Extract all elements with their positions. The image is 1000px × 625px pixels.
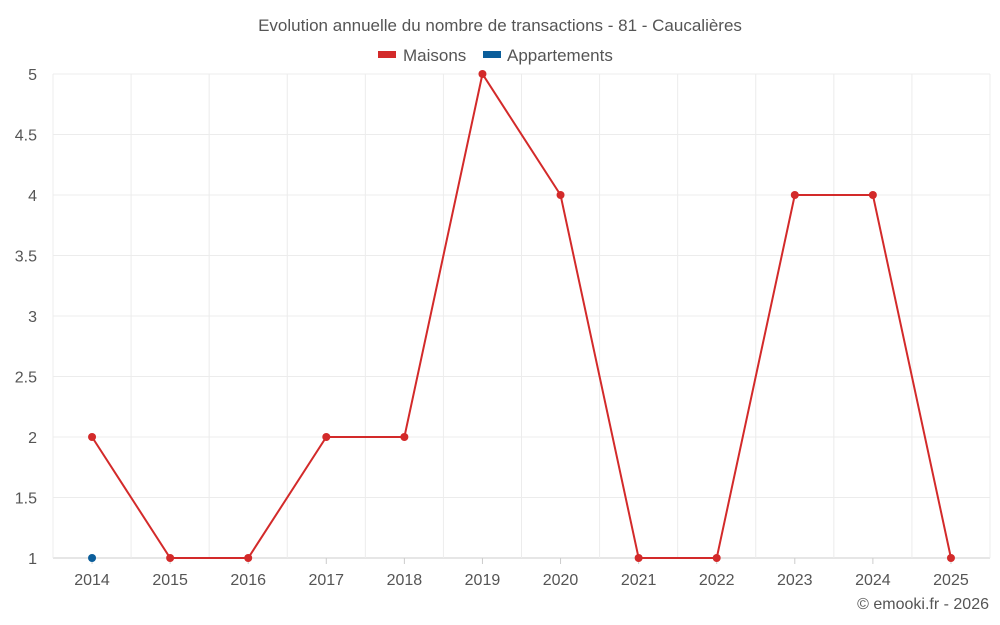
x-axis: 2014 2015 2016 2017 2018 2019 2020 2021 2022 2023… <box>74 558 969 589</box>
y-tick-label: 4.5 <box>15 128 37 145</box>
data-point-maisons[interactable] <box>166 554 175 562</box>
data-point-maisons[interactable] <box>790 191 799 199</box>
y-tick-label: 4 <box>28 188 37 205</box>
x-tick-label: 2019 <box>465 572 501 589</box>
y-tick-label: 5 <box>28 67 37 84</box>
y-tick-label: 2.5 <box>15 370 37 387</box>
y-tick-label: 2 <box>28 430 37 447</box>
x-tick-label: 2024 <box>855 572 891 589</box>
data-point-maisons[interactable] <box>400 433 409 441</box>
legend-swatch-appartements <box>483 51 501 58</box>
chart-title: Evolution annuelle du nombre de transact… <box>258 16 742 35</box>
data-point-maisons[interactable] <box>478 70 487 78</box>
series-maisons <box>88 70 955 562</box>
x-tick-label: 2023 <box>777 572 813 589</box>
x-tick-label: 2018 <box>387 572 423 589</box>
data-point-maisons[interactable] <box>712 554 721 562</box>
y-axis: 1 1.5 2 2.5 3 3.5 4 4.5 5 <box>15 67 37 568</box>
data-point-maisons[interactable] <box>634 554 643 562</box>
legend-label-maisons[interactable]: Maisons <box>403 46 466 65</box>
y-tick-label: 1.5 <box>15 491 37 508</box>
y-tick-label: 3.5 <box>15 249 37 266</box>
y-tick-label: 3 <box>28 309 37 326</box>
x-tick-label: 2025 <box>933 572 969 589</box>
x-tick-label: 2017 <box>308 572 344 589</box>
legend-label-appartements[interactable]: Appartements <box>507 46 613 65</box>
y-tick-label: 1 <box>28 551 37 568</box>
x-tick-label: 2021 <box>621 572 657 589</box>
data-point-maisons[interactable] <box>868 191 877 199</box>
x-tick-label: 2015 <box>152 572 188 589</box>
data-point-maisons[interactable] <box>946 554 955 562</box>
data-point-maisons[interactable] <box>88 433 97 441</box>
credit-text: © emooki.fr - 2026 <box>857 596 989 613</box>
data-point-maisons[interactable] <box>322 433 331 441</box>
x-tick-label: 2020 <box>543 572 579 589</box>
grid <box>52 73 991 559</box>
data-point-maisons[interactable] <box>556 191 565 199</box>
series-line-maisons <box>91 71 952 559</box>
x-tick-label: 2022 <box>699 572 735 589</box>
data-point-maisons[interactable] <box>244 554 253 562</box>
data-point-appartements[interactable] <box>88 554 97 562</box>
series <box>88 70 955 562</box>
x-tick-label: 2016 <box>230 572 266 589</box>
legend: Maisons Appartements <box>378 46 613 65</box>
x-tick-label: 2014 <box>74 572 110 589</box>
legend-swatch-maisons <box>378 51 396 58</box>
series-appartements <box>88 554 97 562</box>
